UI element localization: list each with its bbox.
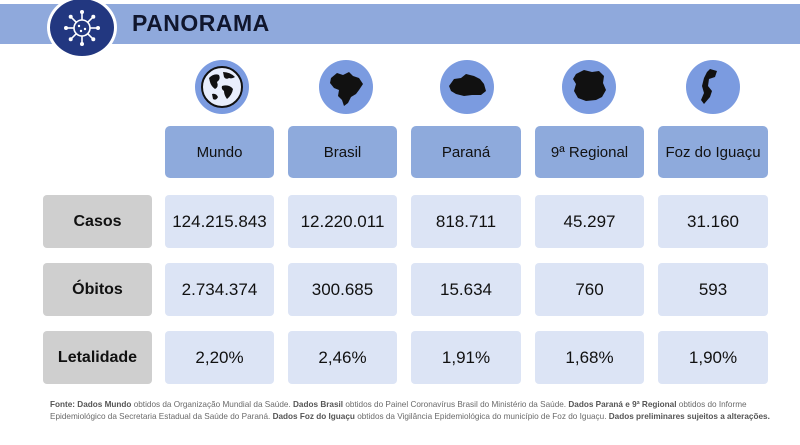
cell-obitos-regional: 760 xyxy=(535,263,644,316)
col-header-foz: Foz do Iguaçu xyxy=(658,126,768,178)
col-header-parana: Paraná xyxy=(411,126,521,178)
header-bar xyxy=(0,4,800,44)
footnote-part: obtidos da Organização Mundial da Saúde. xyxy=(131,400,294,409)
cell-casos-parana: 818.711 xyxy=(411,195,521,248)
cell-obitos-foz: 593 xyxy=(658,263,768,316)
cell-casos-brasil: 12.220.011 xyxy=(288,195,397,248)
globe-icon xyxy=(195,60,249,114)
brazil-map-icon xyxy=(319,60,373,114)
cell-letalidade-regional: 1,68% xyxy=(535,331,644,384)
row-header-obitos: Óbitos xyxy=(43,263,152,316)
cell-casos-regional: 45.297 xyxy=(535,195,644,248)
cell-letalidade-mundo: 2,20% xyxy=(165,331,274,384)
col-header-regional: 9ª Regional xyxy=(535,126,644,178)
row-header-letalidade: Letalidade xyxy=(43,331,152,384)
cell-casos-foz: 31.160 xyxy=(658,195,768,248)
page-title: PANORAMA xyxy=(132,10,270,36)
cell-obitos-mundo: 2.734.374 xyxy=(165,263,274,316)
col-header-mundo: Mundo xyxy=(165,126,274,178)
virus-icon-svg xyxy=(64,9,100,46)
cell-letalidade-brasil: 2,46% xyxy=(288,331,397,384)
cell-obitos-parana: 15.634 xyxy=(411,263,521,316)
footnote-part: Dados Brasil xyxy=(293,400,344,409)
virus-icon xyxy=(47,0,117,59)
col-header-brasil: Brasil xyxy=(288,126,397,178)
cell-casos-mundo: 124.215.843 xyxy=(165,195,274,248)
regional-map-icon xyxy=(562,60,616,114)
footnote-part: Dados preliminares sujeitos a alterações… xyxy=(608,412,770,421)
footnote-part: obtidos da Vigilância Epidemiológica do … xyxy=(354,412,609,421)
footnote-part: Dados Paraná e 9ª Regional xyxy=(568,400,677,409)
footnote-part: Fonte: Dados Mundo xyxy=(50,400,132,409)
parana-map-icon xyxy=(440,60,494,114)
footnote-part: obtidos do Informe Epidemiológico da Sec… xyxy=(50,400,747,421)
footnote-part: obtidos do Painel Coronavírus Brasil do … xyxy=(343,400,569,409)
footnote-part: Dados Foz do Iguaçu xyxy=(272,412,355,421)
cell-letalidade-foz: 1,90% xyxy=(658,331,768,384)
cell-letalidade-parana: 1,91% xyxy=(411,331,521,384)
foz-map-icon xyxy=(686,60,740,114)
cell-obitos-brasil: 300.685 xyxy=(288,263,397,316)
row-header-casos: Casos xyxy=(43,195,152,248)
footnote: Fonte: Dados Mundo obtidos da Organizaçã… xyxy=(50,399,790,423)
